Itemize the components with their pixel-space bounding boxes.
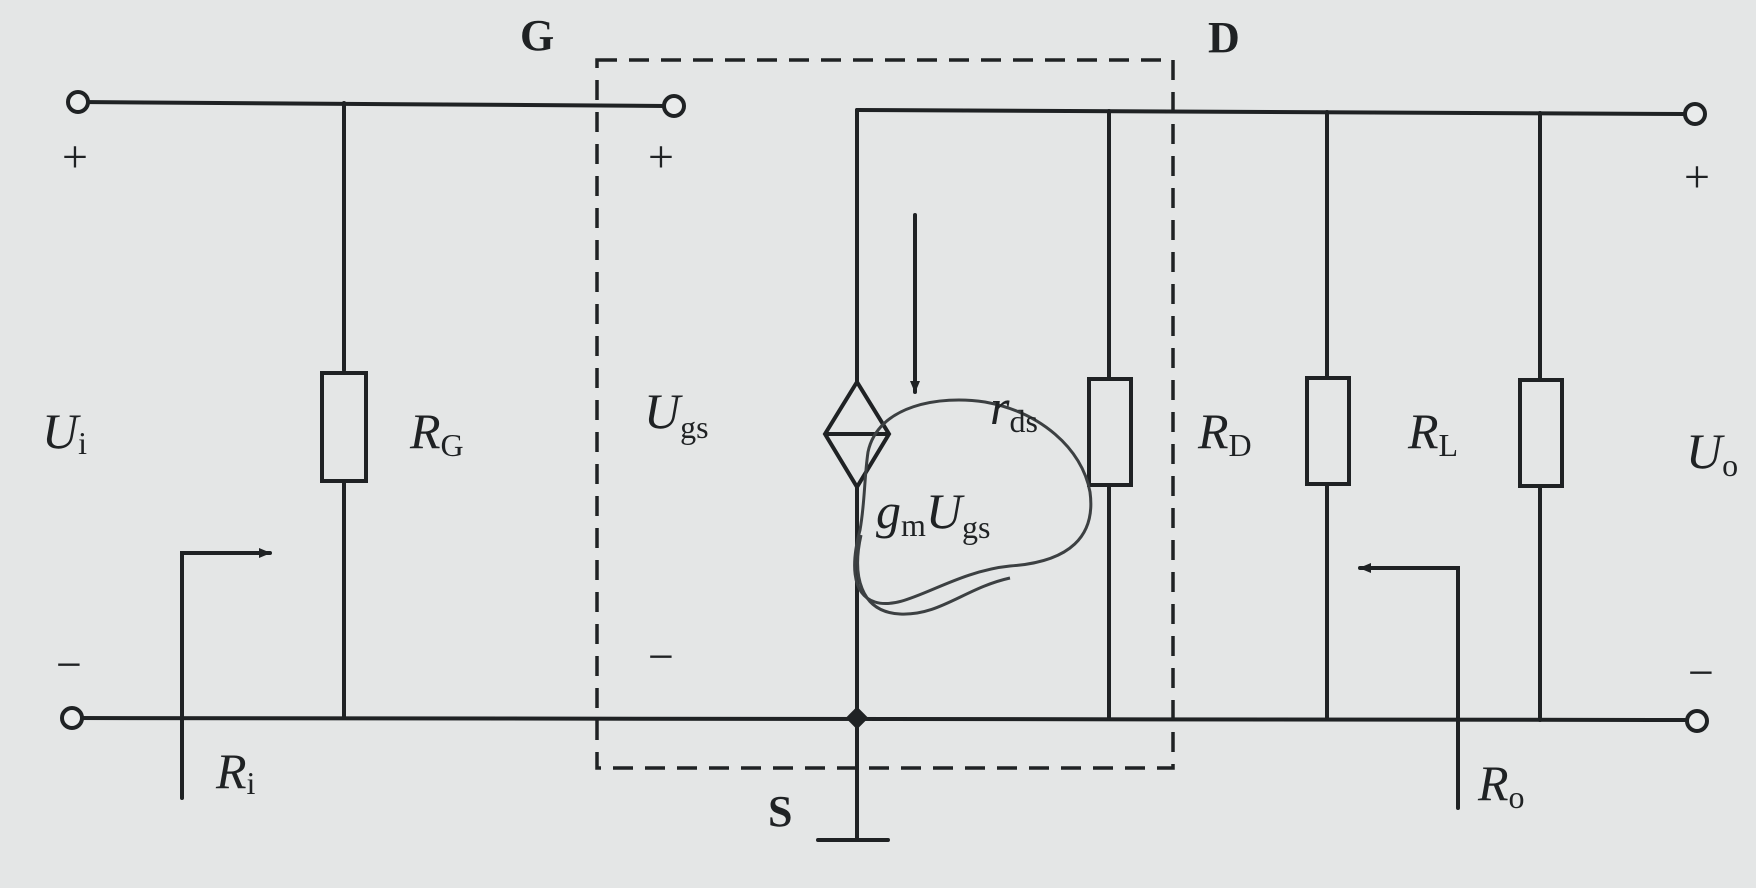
node-label-g: G [520,11,554,60]
resistor-rg [320,371,368,483]
input-minus-sign: − [56,639,82,690]
label-ui: Ui [42,403,87,461]
output-plus-sign: + [1684,151,1710,202]
label-rl: RL [1407,403,1458,463]
resistor-rds [1087,377,1133,487]
fet-equivalent-box [595,58,1175,770]
label-ro: Ro [1477,755,1525,815]
input-terminal-plus [66,90,90,114]
controlled-current-source [822,378,892,491]
output-minus-sign: − [1688,647,1714,698]
node-label-d: D [1208,13,1240,62]
ground-rail [70,716,1697,722]
label-rds: rds [990,379,1038,439]
source-junction [845,706,869,730]
gate-terminal [662,94,686,118]
ro-indicator-arrow [1358,563,1460,810]
ugs-minus-sign: − [648,631,674,682]
node-label-s: S [768,787,792,836]
label-ri: Ri [215,743,256,801]
label-ugs: Ugs [644,383,709,445]
resistor-rl [1518,378,1564,488]
wires [70,100,1697,842]
label-gm-ugs: gmUgs [876,483,990,545]
output-terminal-minus [1685,709,1709,733]
resistor-rd [1305,376,1351,486]
hand-drawn-loop-echo [856,534,1011,616]
hand-drawn-loop [853,398,1093,605]
gate-wire [76,100,667,108]
drain-wire [855,108,1687,116]
input-plus-sign: + [62,131,88,182]
ri-indicator-arrow [180,548,272,800]
label-rd: RD [1197,403,1252,463]
input-terminal-minus [60,706,84,730]
output-terminal-plus [1683,102,1707,126]
label-rg: RG [409,403,464,463]
label-uo: Uo [1686,423,1738,483]
ugs-plus-sign: + [648,131,674,182]
